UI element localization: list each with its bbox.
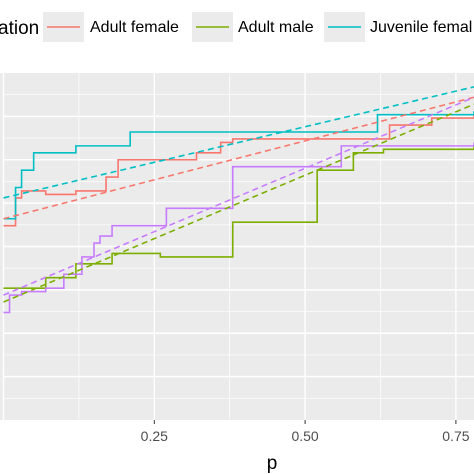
fit-line-unlabeled [3, 96, 474, 296]
legend-title: ation [0, 18, 39, 39]
step-line-juvenile-femal [3, 111, 474, 220]
step-line-adult-male [3, 145, 474, 289]
x-axis-title: p [267, 453, 278, 474]
step-line-adult-female [3, 114, 474, 227]
x-tick-label: 0.25 [141, 428, 168, 444]
legend-entry-adult-male: Adult male [192, 12, 314, 42]
legend-entry-juvenile-female: Juvenile femal [324, 12, 472, 42]
fit-line-adult-female [3, 96, 474, 220]
fit-line-juvenile-femal [3, 86, 474, 199]
legend-label-adult-male: Adult male [238, 19, 314, 36]
fit-line-adult-male [3, 103, 474, 303]
series-layer [3, 86, 474, 314]
legend-entry-adult-female: Adult female [43, 12, 179, 42]
step-line-unlabeled [3, 142, 474, 314]
x-tick-label: 0.50 [291, 428, 318, 444]
legend-label-adult-female: Adult female [90, 19, 179, 36]
legend: ation Adult female Adult male Juvenile f… [0, 12, 472, 42]
x-axis: 0.25 0.50 0.75 [141, 420, 470, 444]
x-tick-label: 0.75 [442, 428, 469, 444]
legend-label-juvenile-female: Juvenile femal [370, 19, 472, 36]
